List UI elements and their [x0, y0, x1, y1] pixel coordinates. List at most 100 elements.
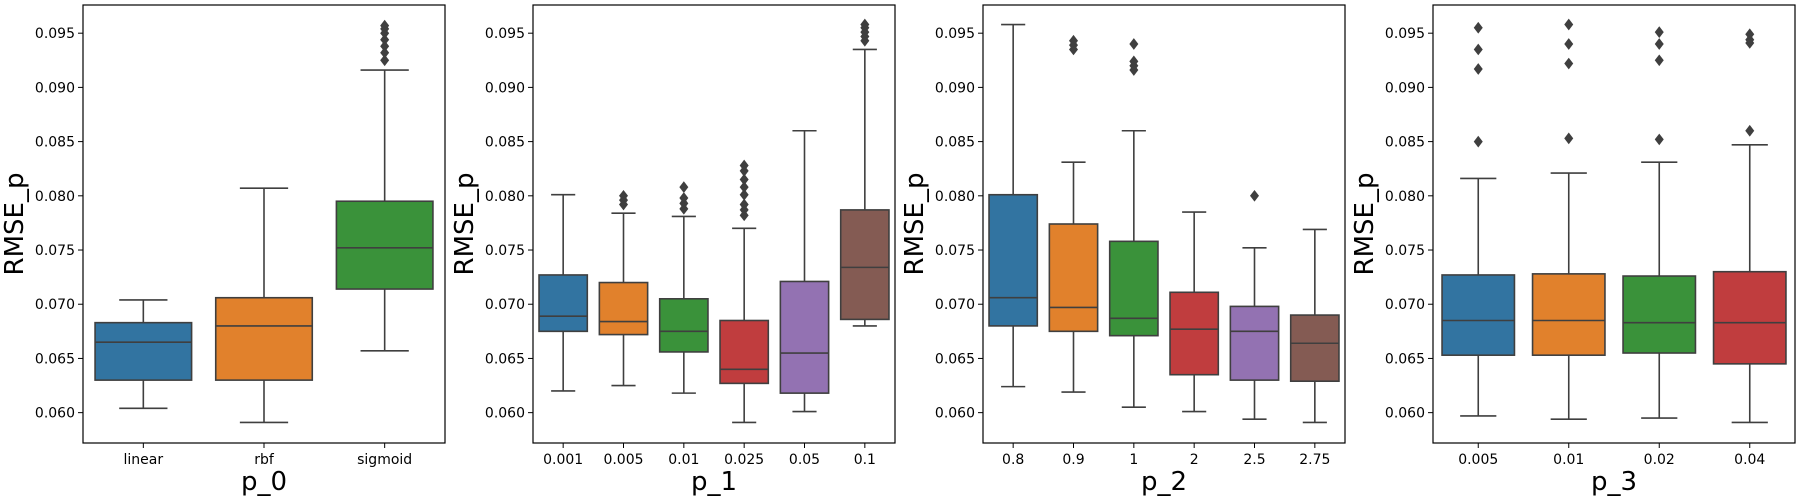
outlier-marker: [1473, 63, 1483, 75]
box-1: [1108, 38, 1159, 409]
y-tick-label: 0.095: [1385, 26, 1425, 42]
box-0.04: [1712, 28, 1787, 424]
subplot-1: 0.060 0.065 0.070 0.075 0.080 0.085 0.090 0.095…: [0, 4, 446, 497]
box-body: [988, 193, 1039, 327]
box-body: [1169, 291, 1220, 376]
box-linear: [94, 299, 193, 410]
y-tick-label: 0.070: [35, 297, 75, 313]
y-tick-label: 0.070: [935, 297, 975, 313]
box-body: [839, 209, 890, 321]
x-tick-label: 0.01: [668, 452, 699, 468]
outlier-marker: [1745, 124, 1755, 137]
box-0.8: [988, 23, 1039, 388]
x-tick-label: 0.005: [603, 452, 643, 468]
y-axis-title: RMSE_p: [1350, 173, 1380, 276]
box-body: [1531, 273, 1606, 356]
axes-frame: [982, 4, 1346, 444]
outlier-marker: [380, 54, 390, 67]
box-body: [1289, 314, 1340, 383]
x-tick-label: 0.02: [1644, 452, 1675, 468]
y-tick-label: 0.085: [35, 135, 75, 151]
y-axis-title: RMSE_p: [450, 173, 480, 276]
y-tick-label: 0.095: [35, 26, 75, 42]
x-tick-label: 2.5: [1243, 452, 1265, 468]
box-0.01: [1531, 18, 1606, 420]
x-tick-label: 0.025: [724, 452, 764, 468]
outlier-marker: [380, 33, 390, 46]
outlier-marker: [1069, 34, 1078, 47]
y-tick-label: 0.080: [485, 189, 525, 205]
box-body: [658, 298, 709, 353]
axes-frame: [82, 4, 446, 444]
outlier-marker: [380, 19, 390, 32]
box-body: [1048, 223, 1099, 333]
y-tick-label: 0.065: [935, 351, 975, 367]
x-tick-label: sigmoid: [357, 452, 412, 468]
box-0.001: [538, 193, 589, 392]
x-tick-label: 0.9: [1062, 452, 1084, 468]
x-tick-label: linear: [124, 452, 164, 468]
box-body: [598, 281, 649, 336]
y-tick-label: 0.065: [485, 351, 525, 367]
box-rbf: [214, 187, 314, 424]
y-tick-label: 0.060: [485, 406, 525, 422]
box-body: [1229, 305, 1280, 381]
outlier-marker: [739, 198, 749, 211]
y-tick-label: 0.060: [1385, 406, 1425, 422]
outlier-marker: [380, 40, 390, 53]
outlier-marker: [1564, 18, 1574, 31]
outlier-marker: [1473, 135, 1483, 148]
outlier-marker: [380, 46, 390, 59]
box-body: [538, 274, 589, 333]
x-tick-label: 1: [1129, 452, 1138, 468]
box-2: [1169, 211, 1220, 413]
box-0.005: [598, 189, 649, 387]
axes-frame: [1432, 4, 1796, 444]
y-tick-label: 0.085: [935, 135, 975, 151]
x-tick-label: 0.1: [854, 452, 876, 468]
outlier-marker: [739, 159, 749, 172]
outlier-marker: [1473, 43, 1483, 56]
x-tick-label: 2.75: [1299, 452, 1330, 468]
outlier-marker: [1564, 38, 1574, 50]
outlier-marker: [860, 18, 870, 31]
y-tick-label: 0.075: [35, 243, 75, 259]
outlier-marker: [739, 181, 749, 193]
box-2.5: [1229, 189, 1280, 420]
box-2.75: [1289, 228, 1340, 424]
subplot-4: 0.060 0.065 0.070 0.075 0.080 0.085 0.090 0.095…: [1350, 4, 1796, 497]
y-tick-label: 0.090: [35, 80, 75, 96]
outlier-marker: [1129, 38, 1139, 50]
outlier-marker: [739, 188, 749, 201]
x-tick-label: 2: [1190, 452, 1199, 468]
x-tick-label: 0.001: [543, 452, 583, 468]
box-body: [779, 280, 830, 394]
x-tick-label: 0.04: [1734, 452, 1765, 468]
box-body: [719, 319, 770, 385]
outlier-marker: [679, 181, 689, 193]
x-axis-title: p_0: [241, 467, 287, 497]
box-0.9: [1048, 34, 1099, 393]
box-sigmoid: [335, 19, 434, 352]
y-axis-title: RMSE_p: [0, 173, 30, 276]
x-axis-title: p_1: [691, 467, 737, 497]
y-tick-label: 0.070: [1385, 297, 1425, 313]
y-tick-label: 0.090: [935, 80, 975, 96]
y-tick-label: 0.085: [1385, 135, 1425, 151]
x-tick-label: 0.05: [789, 452, 820, 468]
outlier-marker: [1473, 21, 1483, 34]
x-axis-title: p_3: [1591, 467, 1637, 497]
box-0.01: [658, 181, 709, 394]
y-tick-label: 0.075: [485, 243, 525, 259]
box-body: [94, 321, 193, 381]
box-0.1: [839, 18, 890, 327]
box-body: [335, 200, 434, 290]
outlier-marker: [1564, 132, 1574, 145]
outlier-marker: [1745, 28, 1755, 41]
y-tick-label: 0.075: [935, 243, 975, 259]
outlier-marker: [1250, 189, 1259, 202]
box-0.05: [779, 129, 830, 413]
outlier-marker: [1129, 55, 1139, 68]
axes-frame: [532, 4, 896, 444]
